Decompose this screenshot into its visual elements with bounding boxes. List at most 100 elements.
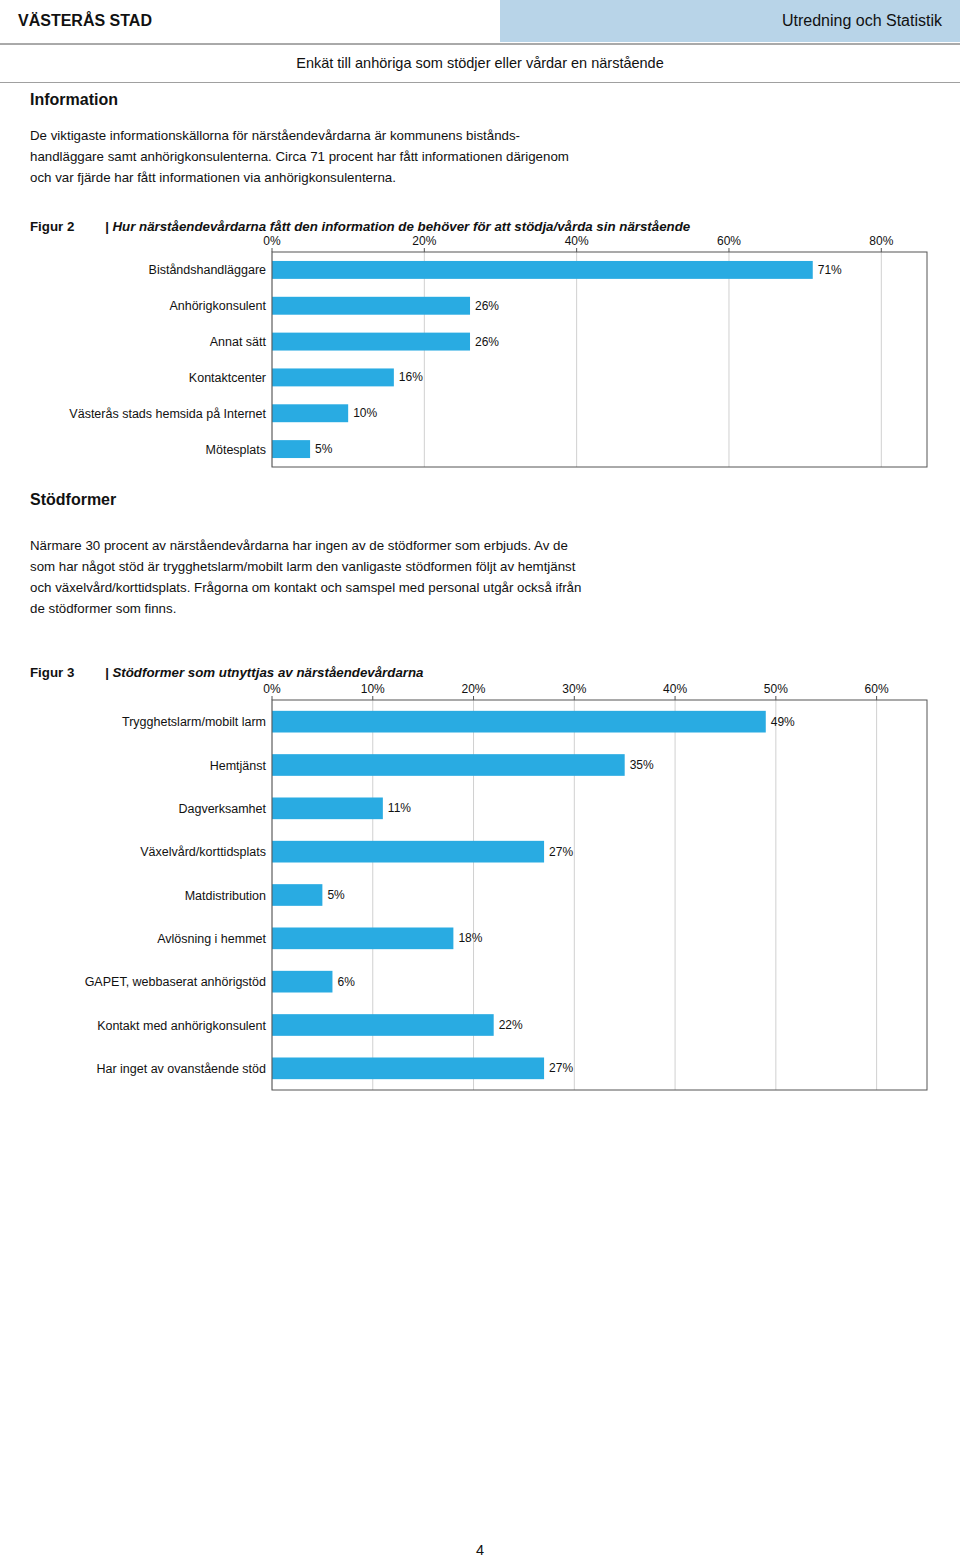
text-line: de stödformer som finns. [30,601,176,616]
data-label: 26% [475,335,499,349]
bar [272,368,394,386]
category-label: Har inget av ovanstående stöd [96,1062,266,1076]
data-label: 22% [499,1018,523,1032]
grid-line [881,252,882,467]
chart-title: Figur 2 [30,219,74,234]
category-label: Kontaktcenter [189,371,266,385]
data-label: 35% [630,758,654,772]
tick-label: 30% [562,682,586,696]
category-label: Matdistribution [185,889,266,903]
tick-label: 50% [764,682,788,696]
subtitle-rule [0,82,960,83]
tick-label: 20% [412,234,436,248]
data-label: 11% [388,801,411,815]
bar [272,971,332,993]
chart-subtitle: | Stödformer som utnyttjas av närstående… [105,665,424,680]
bar [272,297,470,315]
grid-line [876,700,877,1090]
tick-label: 40% [565,234,589,248]
tick-mark [424,248,425,252]
grid-line [775,700,776,1090]
category-label: Annat sätt [210,335,267,349]
data-label: 5% [327,888,345,902]
plot-frame [272,252,927,467]
tick-mark [876,696,877,700]
data-label: 26% [475,299,499,313]
category-label: GAPET, webbaserat anhörigstöd [85,975,266,989]
page-background [0,0,960,1565]
data-label: 49% [771,715,795,729]
page: VÄSTERÅS STAD Utredning och Statistik Enkä… [0,0,960,1565]
category-label: Anhörigkonsulent [169,299,266,313]
data-label: 27% [549,1061,573,1075]
tick-label: 80% [869,234,893,248]
bar [272,928,453,950]
section-text: De viktigaste informationskällorna för n… [30,128,569,185]
data-label: 27% [549,845,573,859]
chart-subtitle: | Hur närståendevårdarna fått den inform… [105,219,691,234]
tick-mark [775,696,776,700]
category-label: Biståndshandläggare [149,263,266,277]
data-label: 71% [818,263,842,277]
text-line: som har något stöd är trygghetslarm/mobi… [30,559,576,574]
grid-line [576,252,577,467]
chart-title: Figur 3 [30,665,74,680]
category-label: Dagverksamhet [178,802,266,816]
category-label: Västerås stads hemsida på Internet [69,407,266,421]
text-line: De viktigaste informationskällorna för n… [30,128,520,143]
grid-line [424,252,425,467]
header-box [500,0,960,42]
tick-mark [576,248,577,252]
text-line: och var fjärde har fått informationen vi… [30,170,396,185]
category-label: Avlösning i hemmet [157,932,266,946]
header-right: Utredning och Statistik [782,12,943,29]
tick-mark [881,248,882,252]
tick-label: 60% [717,234,741,248]
bars [272,711,766,1079]
bars [272,261,813,458]
bar [272,1014,494,1036]
bar [272,440,310,458]
header-rule [0,44,960,45]
tick-label: 0% [263,234,281,248]
bar [272,1058,544,1080]
chart: Figur 3 | Stödformer som utnyttjas av när… [30,665,927,1090]
text-line: Närmare 30 procent av närståendevårdarna… [30,538,568,553]
tick-label: 40% [663,682,687,696]
tick-mark [372,696,373,700]
section-text: Närmare 30 procent av närståendevårdarna… [30,538,581,616]
tick-label: 20% [462,682,486,696]
bar [272,841,544,863]
category-label: Växelvård/korttidsplats [140,845,266,859]
category-label: Kontakt med anhörigkonsulent [97,1019,266,1033]
bar [272,333,470,351]
category-label: Hemtjänst [210,759,267,773]
data-label: 10% [353,406,377,420]
page-number: 4 [476,1542,484,1558]
tick-label: 60% [865,682,889,696]
bar [272,711,766,733]
bar [272,884,322,906]
data-label: 6% [337,975,355,989]
data-label: 16% [399,370,423,384]
tick-mark [675,696,676,700]
tick-mark [473,696,474,700]
text-line: och växelvård/korttidsplats. Frågorna om… [30,580,581,595]
bar [272,261,813,279]
section-title: Stödformer [30,491,116,508]
category-label: Trygghetslarm/mobilt larm [122,715,266,729]
chart: Figur 2 | Hur närståendevårdarna fått den… [30,219,927,467]
bar [272,754,625,776]
grid-line [728,252,729,467]
bar [272,798,383,820]
page-subtitle: Enkät till anhöriga som stödjer eller vå… [296,55,664,71]
header-left: VÄSTERÅS STAD [18,11,152,29]
section-title: Information [30,91,118,108]
bar [272,404,348,422]
tick-label: 0% [263,682,281,696]
category-label: Mötesplats [206,443,266,457]
tick-mark [272,696,273,700]
tick-label: 10% [361,682,385,696]
data-label: 18% [458,931,482,945]
data-label: 5% [315,442,333,456]
